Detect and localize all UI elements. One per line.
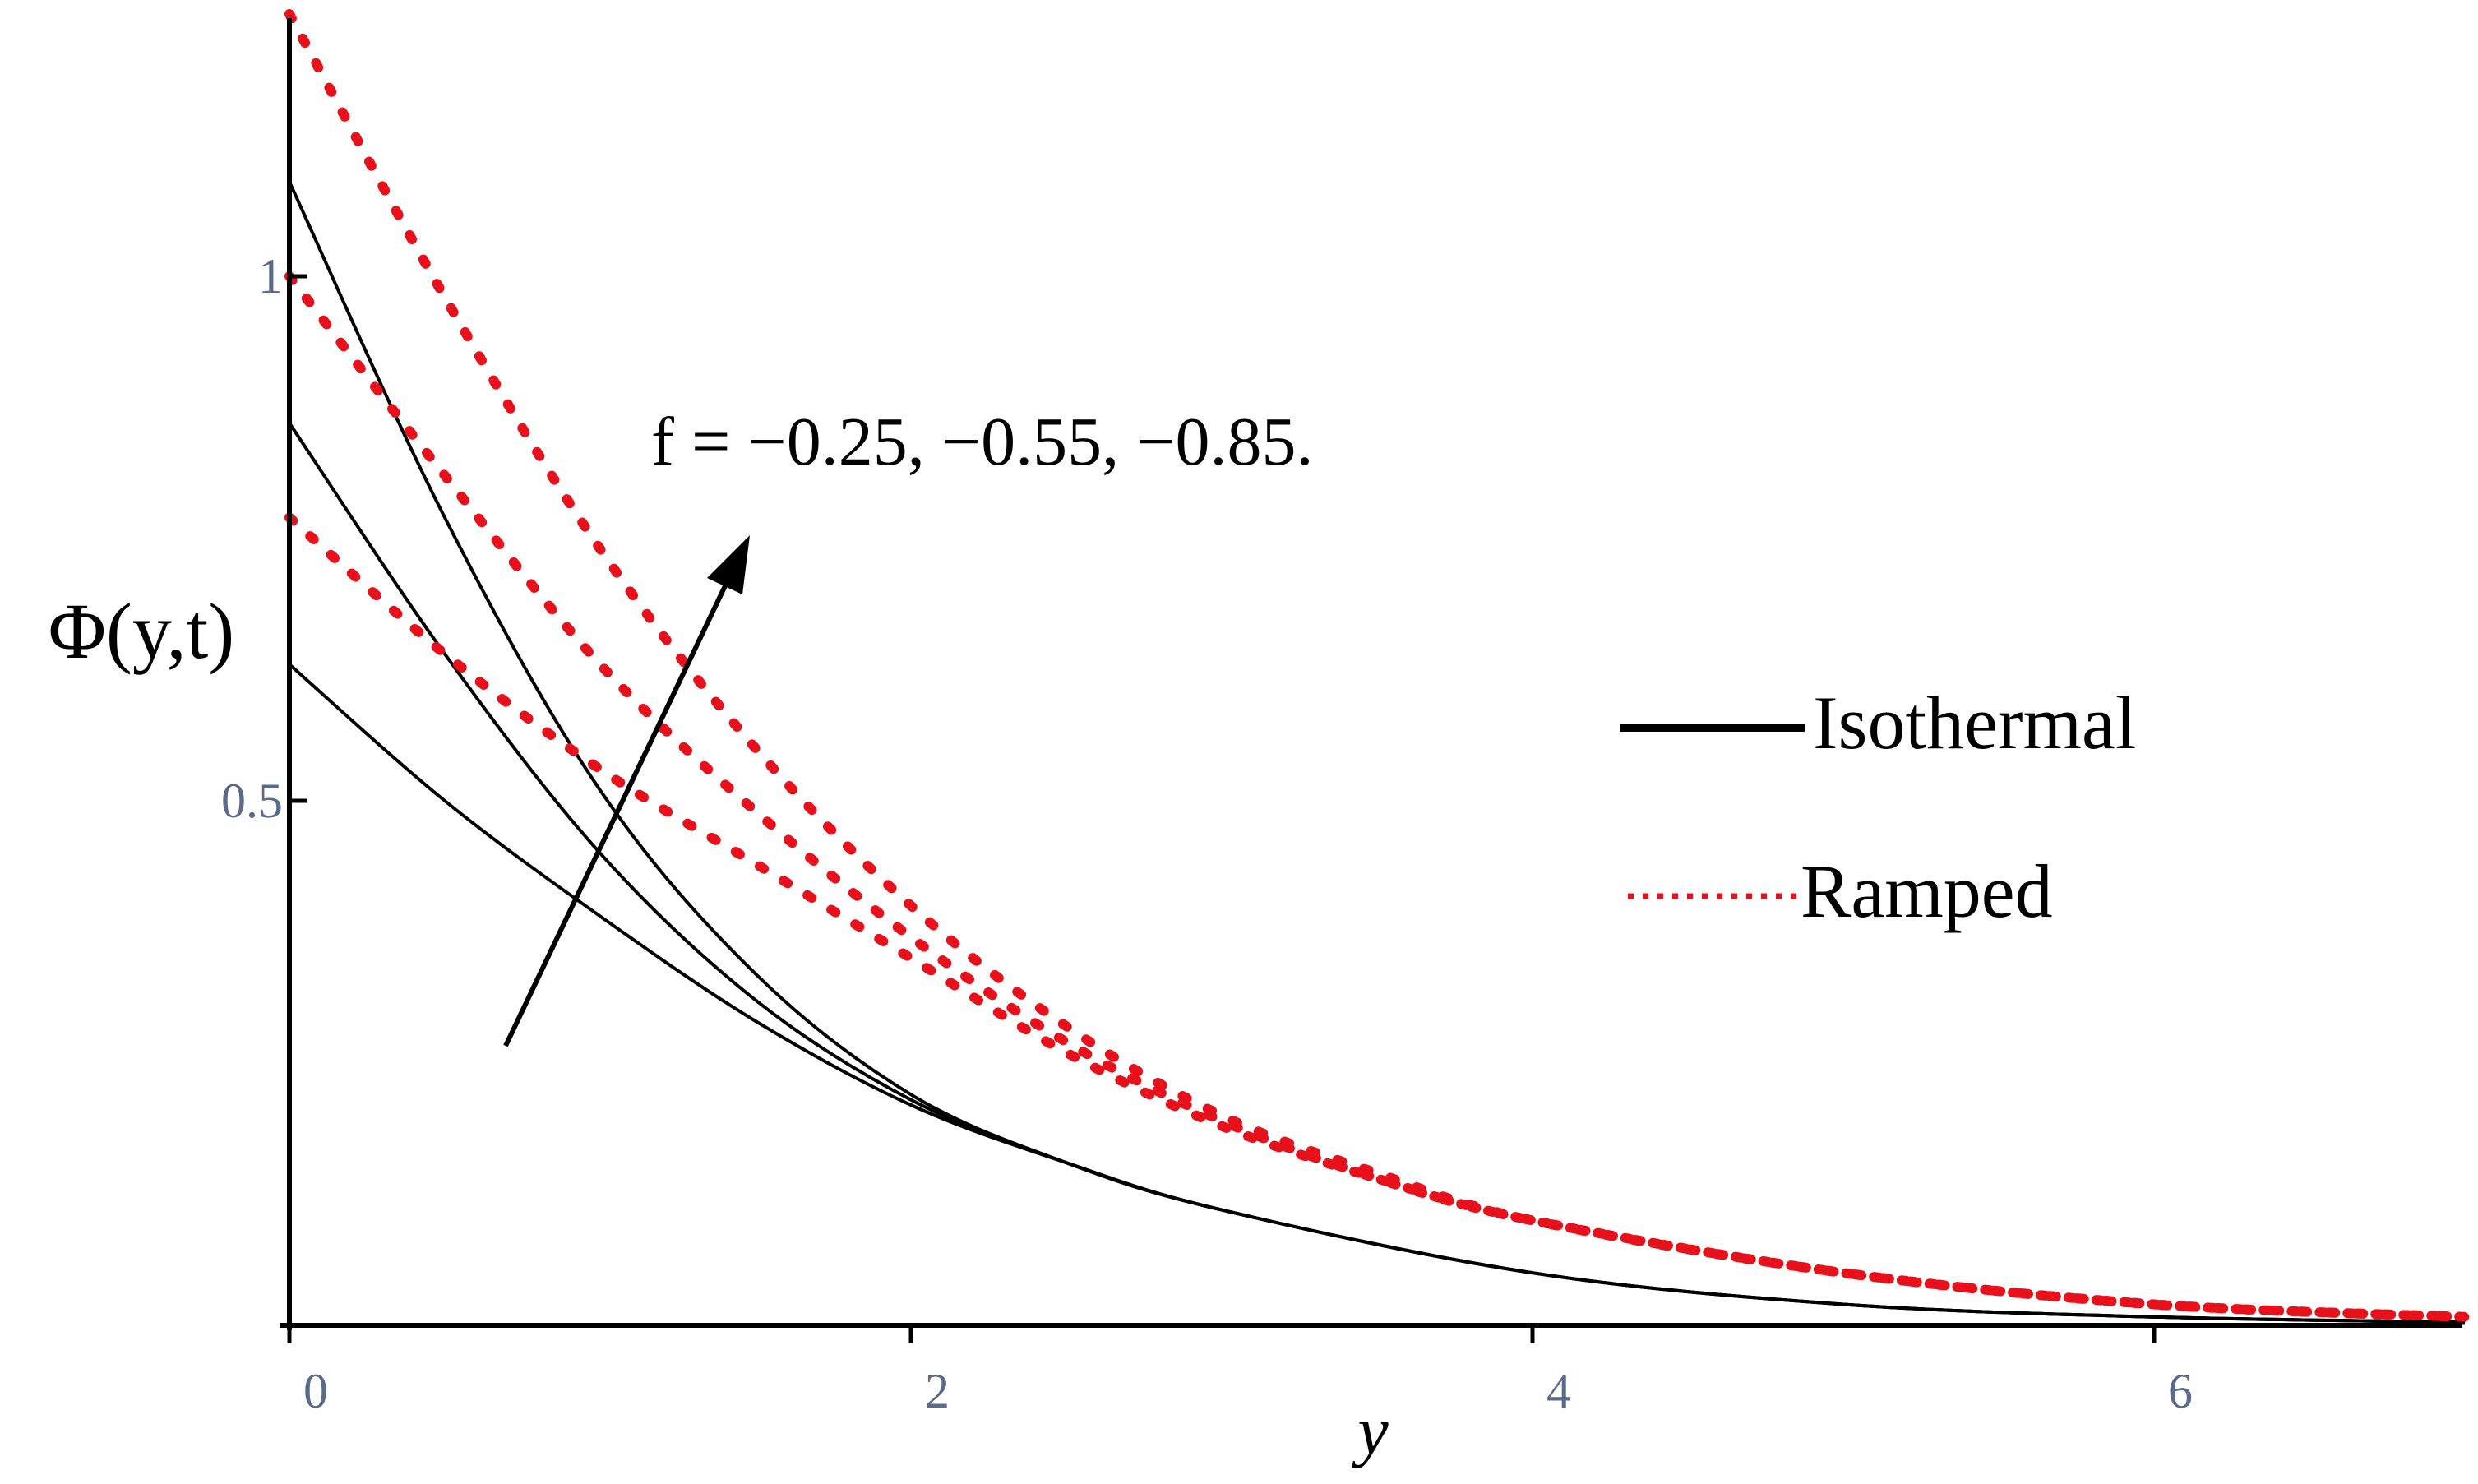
legend: Isothermal Ramped [1620,681,2136,933]
x-tick-label: 2 [925,1364,950,1418]
x-tick-label: 4 [1546,1364,1571,1418]
legend-label-ramped: Ramped [1801,849,2053,933]
series-layer [284,9,2470,1325]
legend-item-isothermal: Isothermal [1620,681,2136,765]
x-tick-label: 0 [303,1364,328,1418]
tick-layer: 0 2 4 6 0.5 1 [221,249,2193,1418]
y-tick-label: 0.5 [221,774,283,828]
series-line-isothermal-3 [288,181,2466,1325]
y-axis-title: Φ(y,t) [49,587,235,675]
x-axis-title: y [1351,1393,1389,1469]
y-tick-label: 1 [258,249,283,303]
series-line-ramped-2 [284,271,2470,1322]
legend-item-ramped: Ramped [1628,849,2053,933]
x-tick-label: 6 [2168,1364,2193,1418]
legend-label-isothermal: Isothermal [1813,681,2136,765]
series-line-ramped-3 [284,9,2470,1322]
trend-arrow [503,535,750,1047]
parameter-annotation: f = −0.25, −0.55, −0.85. [651,404,1313,480]
series-line-ramped-1 [284,512,2470,1322]
